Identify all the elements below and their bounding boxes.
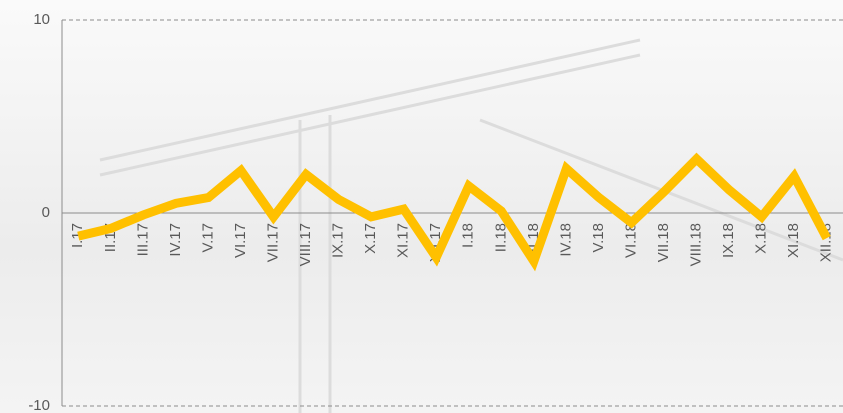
x-tick-label: V.18 xyxy=(590,223,607,252)
x-tick-label: VIII.17 xyxy=(297,223,314,266)
x-tick-label: III.17 xyxy=(134,223,151,256)
y-tick-label: 0 xyxy=(42,204,50,221)
x-tick-label: XI.18 xyxy=(785,223,802,258)
x-tick-label: VI.18 xyxy=(622,223,639,258)
y-tick-label: 10 xyxy=(33,11,50,28)
y-tick-label: -10 xyxy=(28,397,50,413)
x-tick-label: VIII.18 xyxy=(688,223,705,266)
x-tick-label: XI.17 xyxy=(395,223,412,258)
x-tick-label: X.18 xyxy=(753,223,770,254)
x-tick-label: VI.17 xyxy=(232,223,249,258)
x-tick-label: IV.17 xyxy=(167,223,184,257)
x-tick-label: IX.18 xyxy=(720,223,737,258)
background xyxy=(0,0,843,413)
x-tick-label: I.18 xyxy=(460,223,477,248)
x-tick-label: X.17 xyxy=(362,223,379,254)
chart: -10010I.17II.17III.17IV.17V.17VI.17VII.1… xyxy=(0,0,843,413)
x-tick-label: V.17 xyxy=(199,223,216,252)
x-tick-label: IX.17 xyxy=(330,223,347,258)
x-tick-label: VII.17 xyxy=(264,223,281,262)
x-tick-label: IV.18 xyxy=(557,223,574,257)
x-tick-label: VII.18 xyxy=(655,223,672,262)
